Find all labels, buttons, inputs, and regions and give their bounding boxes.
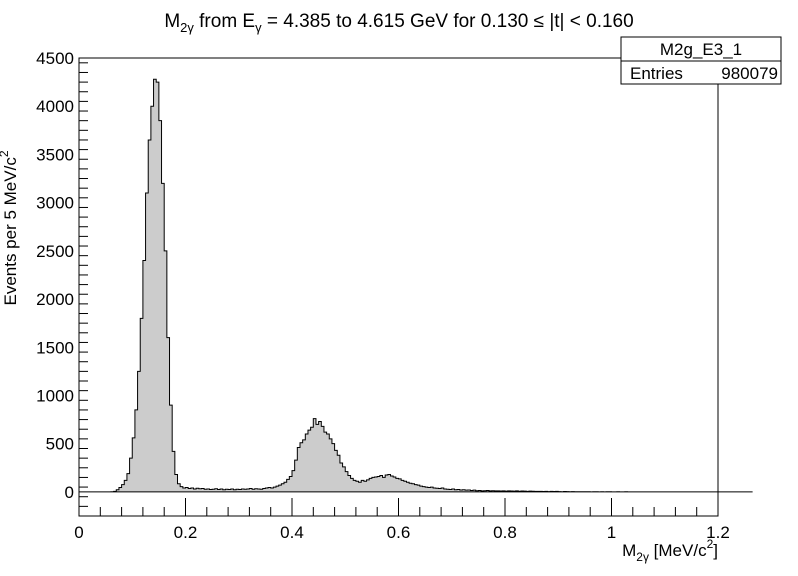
x-tick-label: 0 bbox=[74, 523, 83, 542]
y-axis-label: Events per 5 MeV/c2 bbox=[0, 150, 20, 305]
y-axis: 0 500 1000 1500 2000 2500 3000 3500 4000 4500 bbox=[36, 49, 88, 517]
y-tick-label: 4000 bbox=[36, 97, 74, 116]
x-axis-label: M2γ [MeV/c2] bbox=[622, 537, 718, 564]
x-axis: 0 0.2 0.4 0.6 0.8 1 1.2 bbox=[74, 498, 730, 542]
histogram-bars bbox=[79, 78, 753, 493]
y-tick-label: 2500 bbox=[36, 242, 74, 261]
y-tick-label: 500 bbox=[46, 435, 74, 454]
x-tick-label: 0.4 bbox=[280, 523, 304, 542]
x-tick-label: 0.8 bbox=[493, 523, 517, 542]
plot-frame bbox=[78, 57, 719, 517]
x-tick-label: 1.2 bbox=[706, 523, 730, 542]
y-tick-label: 0 bbox=[65, 483, 74, 502]
y-tick-label: 4500 bbox=[36, 49, 74, 68]
chart-title: M2γ from Eγ = 4.385 to 4.615 GeV for 0.1… bbox=[164, 11, 633, 35]
stats-box: M2g_E3_1 Entries 980079 bbox=[620, 36, 782, 85]
y-tick-label: 3500 bbox=[36, 145, 74, 164]
histogram-area bbox=[79, 78, 753, 493]
x-tick-label: 1 bbox=[607, 523, 616, 542]
stats-histogram-name: M2g_E3_1 bbox=[660, 40, 742, 59]
y-tick-label: 1000 bbox=[36, 386, 74, 405]
y-tick-label: 3000 bbox=[36, 194, 74, 213]
y-tick-label: 1500 bbox=[36, 338, 74, 357]
stats-entries-label: Entries bbox=[630, 64, 683, 83]
x-tick-label: 0.2 bbox=[174, 523, 198, 542]
y-tick-label: 2000 bbox=[36, 290, 74, 309]
stats-entries-value: 980079 bbox=[721, 64, 778, 83]
x-tick-label: 0.6 bbox=[387, 523, 411, 542]
